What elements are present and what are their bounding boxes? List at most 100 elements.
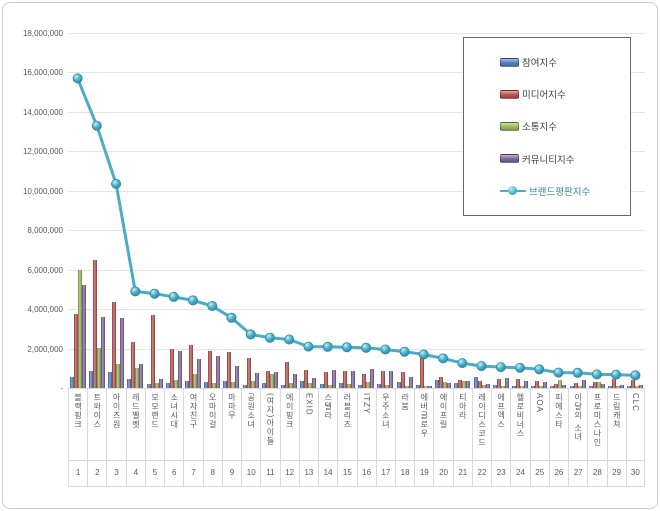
category-name-cell: EXID (298, 388, 319, 461)
category-rank: 2 (87, 461, 107, 487)
brand-reputation-index-marker (438, 353, 449, 364)
media-index-bar (285, 362, 290, 388)
participation-index-bar (281, 385, 286, 388)
communication-index-bar (96, 347, 101, 388)
brand-reputation-index-marker (476, 361, 487, 372)
category-name-cell: 우주소녀 (375, 388, 395, 461)
category-name: 드림캐쳐 (612, 393, 622, 429)
community-index-bar (120, 317, 125, 388)
x-axis-category: 아이즈원 3 (106, 388, 126, 487)
communication-index-bar (558, 380, 563, 388)
community-index-bar (139, 364, 144, 388)
community-index-bar (466, 380, 471, 388)
category-name: 라붐 (400, 393, 410, 411)
participation-index-bar (511, 385, 516, 388)
category-name: 스텔라 (323, 393, 333, 420)
media-index-bar (439, 377, 444, 388)
category-name: 에프엑스 (496, 393, 506, 429)
communication-index-bar (193, 374, 198, 388)
category-name: (여자)아이들 (265, 393, 275, 446)
media-index-bar (458, 379, 463, 388)
x-axis-category: AOA 25 (529, 388, 549, 487)
category-rank: 27 (568, 461, 588, 487)
participation-index-bar (492, 385, 497, 388)
media-index-bar (400, 372, 405, 388)
community-index-bar (177, 350, 182, 388)
brand-reputation-index-marker (380, 344, 391, 355)
media-index-bar (169, 348, 174, 388)
x-axis-category: 에프엑스 23 (491, 388, 511, 487)
community-index-bar (254, 372, 259, 388)
brand-reputation-index-marker (457, 358, 468, 369)
x-axis-category: 트와이스 2 (87, 388, 107, 487)
x-axis-category: EXID 13 (298, 388, 319, 487)
category-name: 우주소녀 (381, 393, 391, 429)
community-index-bar (331, 370, 336, 388)
participation-index-bar (319, 383, 324, 388)
participation-index-bar (377, 383, 382, 388)
gridline (68, 33, 645, 34)
x-axis-category: 이달의 소녀 27 (568, 388, 588, 487)
category-name: CLC (630, 393, 640, 413)
communication-index-bar (635, 386, 640, 388)
x-axis-category: 레이디스코드 22 (471, 388, 492, 487)
legend-label: 브랜드평판지수 (529, 186, 591, 198)
category-name: 러블리즈 (342, 393, 352, 429)
category-rank: 6 (164, 461, 184, 487)
communication-index-bar (596, 382, 601, 388)
category-name: 피에스타 (554, 393, 564, 429)
category-name: 모모랜드 (150, 393, 160, 429)
community-index-bar (350, 370, 355, 388)
category-name-cell: 드림캐쳐 (606, 388, 626, 461)
category-rank: 19 (414, 461, 434, 487)
x-axis-category: (여자)아이들 11 (260, 388, 280, 487)
legend-label: 커뮤니티지수 (522, 154, 575, 166)
legend-label: 소통지수 (522, 122, 557, 134)
x-axis-category: 스텔라 14 (318, 388, 338, 487)
communication-index-bar (212, 383, 217, 388)
gridline (68, 151, 645, 153)
category-name-cell: 에버글로우 (414, 388, 434, 461)
brand-reputation-index-marker (303, 341, 314, 352)
communication-index-bar (500, 386, 505, 388)
participation-index-bar (300, 381, 305, 388)
community-index-bar (293, 373, 298, 388)
communication-index-bar (135, 368, 140, 388)
media-index-bar (323, 372, 328, 388)
participation-index-bar (627, 386, 632, 388)
category-name-cell: 티아라 (452, 388, 472, 461)
media-index-bar (362, 373, 367, 388)
participation-index-bar (415, 385, 420, 388)
communication-index-bar (77, 269, 82, 388)
participation-index-bar (454, 383, 459, 388)
brand-reputation-index-marker (418, 349, 429, 360)
communication-index-bar (423, 386, 428, 388)
media-index-bar (92, 259, 97, 388)
category-name: AOA (535, 393, 545, 413)
media-index-bar (246, 358, 251, 388)
category-name: 프로미스나인 (592, 393, 602, 447)
category-rank: 18 (394, 461, 415, 487)
community-index-bar (620, 385, 625, 388)
community-index-bar (447, 383, 452, 388)
communication-index-bar (116, 364, 121, 388)
brand-reputation-index-marker (72, 73, 83, 84)
category-name: 레드벨벳 (131, 393, 141, 429)
category-name-cell: 프로미스나인 (587, 388, 607, 461)
media-index-bar (515, 378, 520, 388)
media-index-bar (554, 384, 559, 388)
category-rank: 4 (125, 461, 145, 487)
category-name-cell: 공원소녀 (241, 388, 261, 461)
community-index-bar (273, 372, 278, 388)
brand-reputation-index-marker (187, 295, 198, 306)
x-axis-category: 피에스타 26 (548, 388, 569, 487)
brand-reputation-index-marker (226, 312, 237, 323)
x-axis-category: 모모랜드 5 (144, 388, 165, 487)
x-axis-category: 오마이걸 8 (202, 388, 222, 487)
media-index-bar (419, 358, 424, 388)
media-index-bar (592, 382, 597, 388)
communication-index-bar (519, 386, 524, 388)
brand-reputation-index-marker (322, 341, 333, 352)
category-name-cell: 오마이걸 (202, 388, 222, 461)
category-name-cell: 트와이스 (87, 388, 107, 461)
